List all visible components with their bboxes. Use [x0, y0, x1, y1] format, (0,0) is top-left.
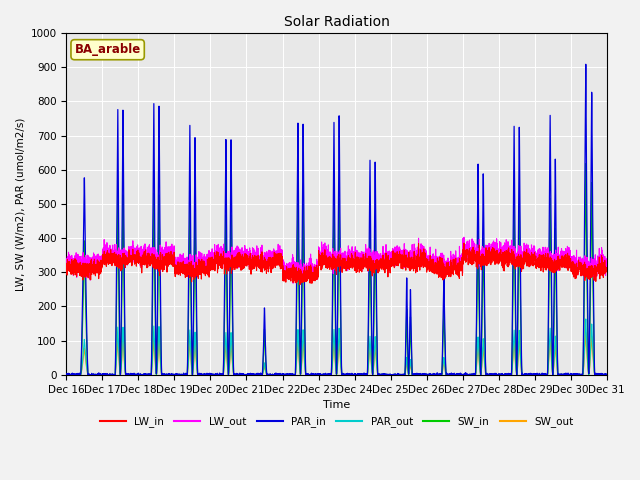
LW_in [296, 281, 304, 287]
SW_out [428, 372, 435, 378]
LW_out [317, 252, 324, 258]
Line: PAR_out: PAR_out [67, 319, 607, 375]
LW_out [289, 280, 297, 286]
Legend: LW_in, LW_out, PAR_in, PAR_out, SW_in, SW_out: LW_in, LW_out, PAR_in, PAR_out, SW_in, S… [95, 412, 577, 431]
Text: BA_arable: BA_arable [74, 43, 141, 56]
PAR_in [488, 372, 496, 377]
PAR_out [428, 372, 435, 378]
LW_out [428, 260, 435, 266]
LW_in [63, 270, 70, 276]
SW_in [603, 372, 611, 377]
SW_in [159, 372, 167, 378]
SW_in [428, 372, 435, 378]
PAR_out [603, 372, 611, 378]
PAR_out [488, 372, 496, 378]
PAR_out [159, 372, 167, 378]
Line: SW_out: SW_out [67, 333, 607, 375]
SW_out [63, 372, 70, 378]
SW_out [458, 372, 465, 378]
PAR_out [63, 372, 70, 378]
PAR_in [428, 372, 435, 378]
LW_in [460, 240, 468, 246]
LW_in [602, 269, 610, 275]
SW_out [603, 372, 611, 378]
PAR_in [316, 371, 324, 376]
PAR_in [602, 372, 610, 378]
SW_in [602, 372, 610, 378]
Line: LW_out: LW_out [67, 237, 607, 283]
PAR_out [582, 316, 589, 322]
Line: LW_in: LW_in [67, 243, 607, 284]
LW_in [428, 268, 435, 274]
LW_in [603, 265, 611, 271]
SW_in [582, 161, 589, 167]
SW_in [488, 372, 496, 377]
X-axis label: Time: Time [323, 400, 350, 410]
Y-axis label: LW, SW (W/m2), PAR (umol/m2/s): LW, SW (W/m2), PAR (umol/m2/s) [15, 117, 25, 290]
SW_in [63, 372, 70, 378]
LW_out [458, 260, 465, 265]
PAR_in [159, 372, 167, 378]
LW_in [488, 256, 496, 262]
LW_out [460, 234, 468, 240]
LW_in [159, 263, 167, 268]
PAR_in [63, 372, 70, 378]
PAR_in [458, 372, 465, 378]
PAR_in [603, 372, 611, 377]
LW_in [458, 265, 465, 271]
LW_out [488, 250, 496, 256]
SW_in [458, 372, 465, 378]
PAR_out [458, 372, 465, 378]
LW_out [63, 265, 70, 271]
LW_out [603, 257, 611, 263]
LW_out [602, 268, 610, 274]
Line: PAR_in: PAR_in [67, 64, 607, 375]
SW_out [316, 372, 324, 378]
Title: Solar Radiation: Solar Radiation [284, 15, 390, 29]
PAR_out [602, 372, 610, 378]
SW_in [316, 371, 324, 377]
LW_out [159, 259, 167, 264]
SW_out [488, 372, 496, 378]
PAR_in [582, 61, 589, 67]
Line: SW_in: SW_in [67, 164, 607, 375]
SW_out [582, 330, 589, 336]
LW_in [317, 252, 324, 258]
SW_out [159, 372, 167, 378]
SW_out [602, 372, 610, 378]
PAR_out [316, 372, 324, 378]
